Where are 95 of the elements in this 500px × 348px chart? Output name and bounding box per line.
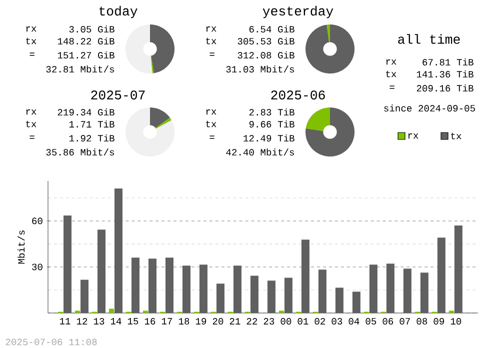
text: = bbox=[30, 136, 34, 139]
chart-title: today bbox=[99, 6, 138, 18]
x-tick-label: 19 bbox=[196, 318, 206, 325]
text: 32.81 Mbit/s bbox=[46, 65, 114, 73]
bar bbox=[437, 238, 446, 313]
bar bbox=[267, 280, 276, 313]
text: rx bbox=[206, 26, 216, 32]
bar bbox=[216, 284, 224, 313]
x-tick-label: 18 bbox=[178, 318, 190, 325]
text: 1.71 TiB bbox=[69, 120, 114, 128]
bar bbox=[108, 308, 114, 313]
x-tick-label: 15 bbox=[128, 318, 138, 324]
text: = bbox=[210, 52, 214, 56]
text: 31.03 Mbit/s bbox=[226, 65, 294, 73]
text: tx bbox=[206, 38, 216, 44]
x-tick-label: 13 bbox=[94, 318, 104, 325]
bar bbox=[165, 258, 174, 313]
x-tick-label: 05 bbox=[366, 318, 376, 325]
bar bbox=[199, 264, 208, 313]
x-tick-label: 16 bbox=[144, 318, 156, 325]
bar bbox=[97, 230, 106, 313]
bar bbox=[454, 226, 462, 313]
bar bbox=[131, 258, 140, 313]
text: 151.27 GiB bbox=[58, 51, 114, 59]
legend-label: tx bbox=[451, 132, 462, 140]
text: rx bbox=[26, 109, 36, 115]
text: tx bbox=[26, 120, 36, 128]
text: 67.81 TiB bbox=[422, 58, 474, 66]
text: 6.54 GiB bbox=[249, 25, 294, 33]
x-tick-label: 20 bbox=[212, 318, 224, 325]
bar bbox=[335, 288, 344, 313]
bar bbox=[80, 280, 88, 313]
text: = bbox=[210, 136, 214, 139]
text: 9.66 TiB bbox=[249, 120, 294, 128]
x-tick-label: 09 bbox=[434, 318, 444, 325]
chart-title: 2025-07 bbox=[91, 90, 145, 100]
text: 35.86 Mbit/s bbox=[46, 148, 114, 156]
x-tick-label: 00 bbox=[280, 318, 292, 325]
text: tx bbox=[26, 38, 36, 44]
bar bbox=[318, 270, 326, 313]
x-tick-label: 04 bbox=[348, 318, 360, 325]
x-tick-label: 14 bbox=[110, 318, 122, 324]
x-tick-label: 02 bbox=[314, 318, 326, 325]
text: all time bbox=[398, 34, 460, 44]
text: since 2024-09-05 bbox=[384, 104, 475, 112]
chart-title: 2025-06 bbox=[271, 90, 325, 100]
text: rx bbox=[206, 109, 216, 115]
text: tx bbox=[206, 120, 216, 128]
x-tick-label: 01 bbox=[298, 318, 308, 325]
x-tick-label: 03 bbox=[332, 318, 342, 325]
text: rx bbox=[26, 26, 36, 32]
y-axis-title: Mbit/s bbox=[18, 230, 25, 264]
bar bbox=[369, 264, 378, 313]
bar bbox=[284, 278, 292, 313]
text: 3.05 GiB bbox=[69, 25, 114, 33]
text: 209.16 TiB bbox=[416, 84, 474, 92]
bar bbox=[386, 264, 394, 313]
chart-title: yesterday bbox=[262, 6, 334, 18]
text: 2025-07-06 11:08 bbox=[6, 338, 97, 346]
bar bbox=[420, 272, 428, 313]
x-tick-label: 17 bbox=[162, 318, 172, 324]
text: rx bbox=[386, 59, 396, 65]
text: 312.08 GiB bbox=[238, 51, 294, 59]
bar bbox=[114, 188, 122, 313]
legend-label: rx bbox=[408, 133, 418, 139]
text: tx bbox=[386, 70, 396, 78]
bar bbox=[148, 258, 156, 313]
x-tick-label: 10 bbox=[450, 318, 462, 325]
bar bbox=[64, 216, 72, 313]
bar bbox=[182, 266, 190, 313]
text: 12.49 TiB bbox=[244, 134, 294, 142]
x-tick-label: 21 bbox=[230, 318, 240, 324]
x-tick-label: 22 bbox=[246, 318, 258, 324]
y-tick-label: 60 bbox=[32, 218, 42, 224]
bar bbox=[301, 240, 310, 313]
text: 2.83 TiB bbox=[249, 108, 294, 116]
bar bbox=[233, 266, 242, 313]
text: 305.53 GiB bbox=[238, 37, 294, 45]
text: 219.34 GiB bbox=[58, 108, 114, 116]
bar bbox=[352, 292, 360, 313]
text: 148.22 GiB bbox=[58, 37, 114, 45]
text: 141.36 TiB bbox=[416, 70, 474, 78]
bar bbox=[403, 268, 412, 313]
x-tick-label: 06 bbox=[382, 318, 394, 325]
x-tick-label: 12 bbox=[76, 318, 88, 324]
x-tick-label: 11 bbox=[60, 318, 70, 324]
text: 42.40 Mbit/s bbox=[226, 148, 294, 156]
text: = bbox=[30, 52, 34, 56]
x-tick-label: 08 bbox=[416, 318, 428, 325]
text: 1.92 TiB bbox=[69, 134, 114, 142]
bar bbox=[250, 276, 258, 313]
x-tick-label: 07 bbox=[400, 318, 410, 325]
y-tick-label: 30 bbox=[32, 264, 42, 270]
text: = bbox=[390, 86, 394, 89]
x-tick-label: 23 bbox=[264, 318, 274, 325]
